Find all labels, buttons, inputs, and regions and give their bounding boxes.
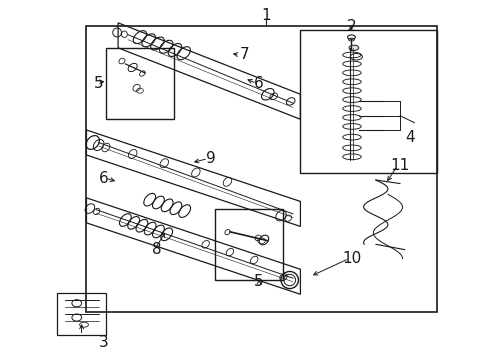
Text: 11: 11 xyxy=(389,158,409,173)
Text: 7: 7 xyxy=(239,48,249,63)
Text: 6: 6 xyxy=(99,171,108,186)
Ellipse shape xyxy=(348,45,358,50)
Text: 6: 6 xyxy=(254,76,264,91)
Text: 5: 5 xyxy=(254,274,264,289)
Text: 9: 9 xyxy=(205,151,215,166)
Text: 10: 10 xyxy=(341,251,360,266)
Text: 4: 4 xyxy=(404,130,414,145)
Text: 5: 5 xyxy=(94,76,103,91)
Text: 3: 3 xyxy=(99,335,108,350)
Text: 8: 8 xyxy=(152,242,162,257)
Text: 1: 1 xyxy=(261,8,271,23)
Text: 2: 2 xyxy=(346,19,356,34)
